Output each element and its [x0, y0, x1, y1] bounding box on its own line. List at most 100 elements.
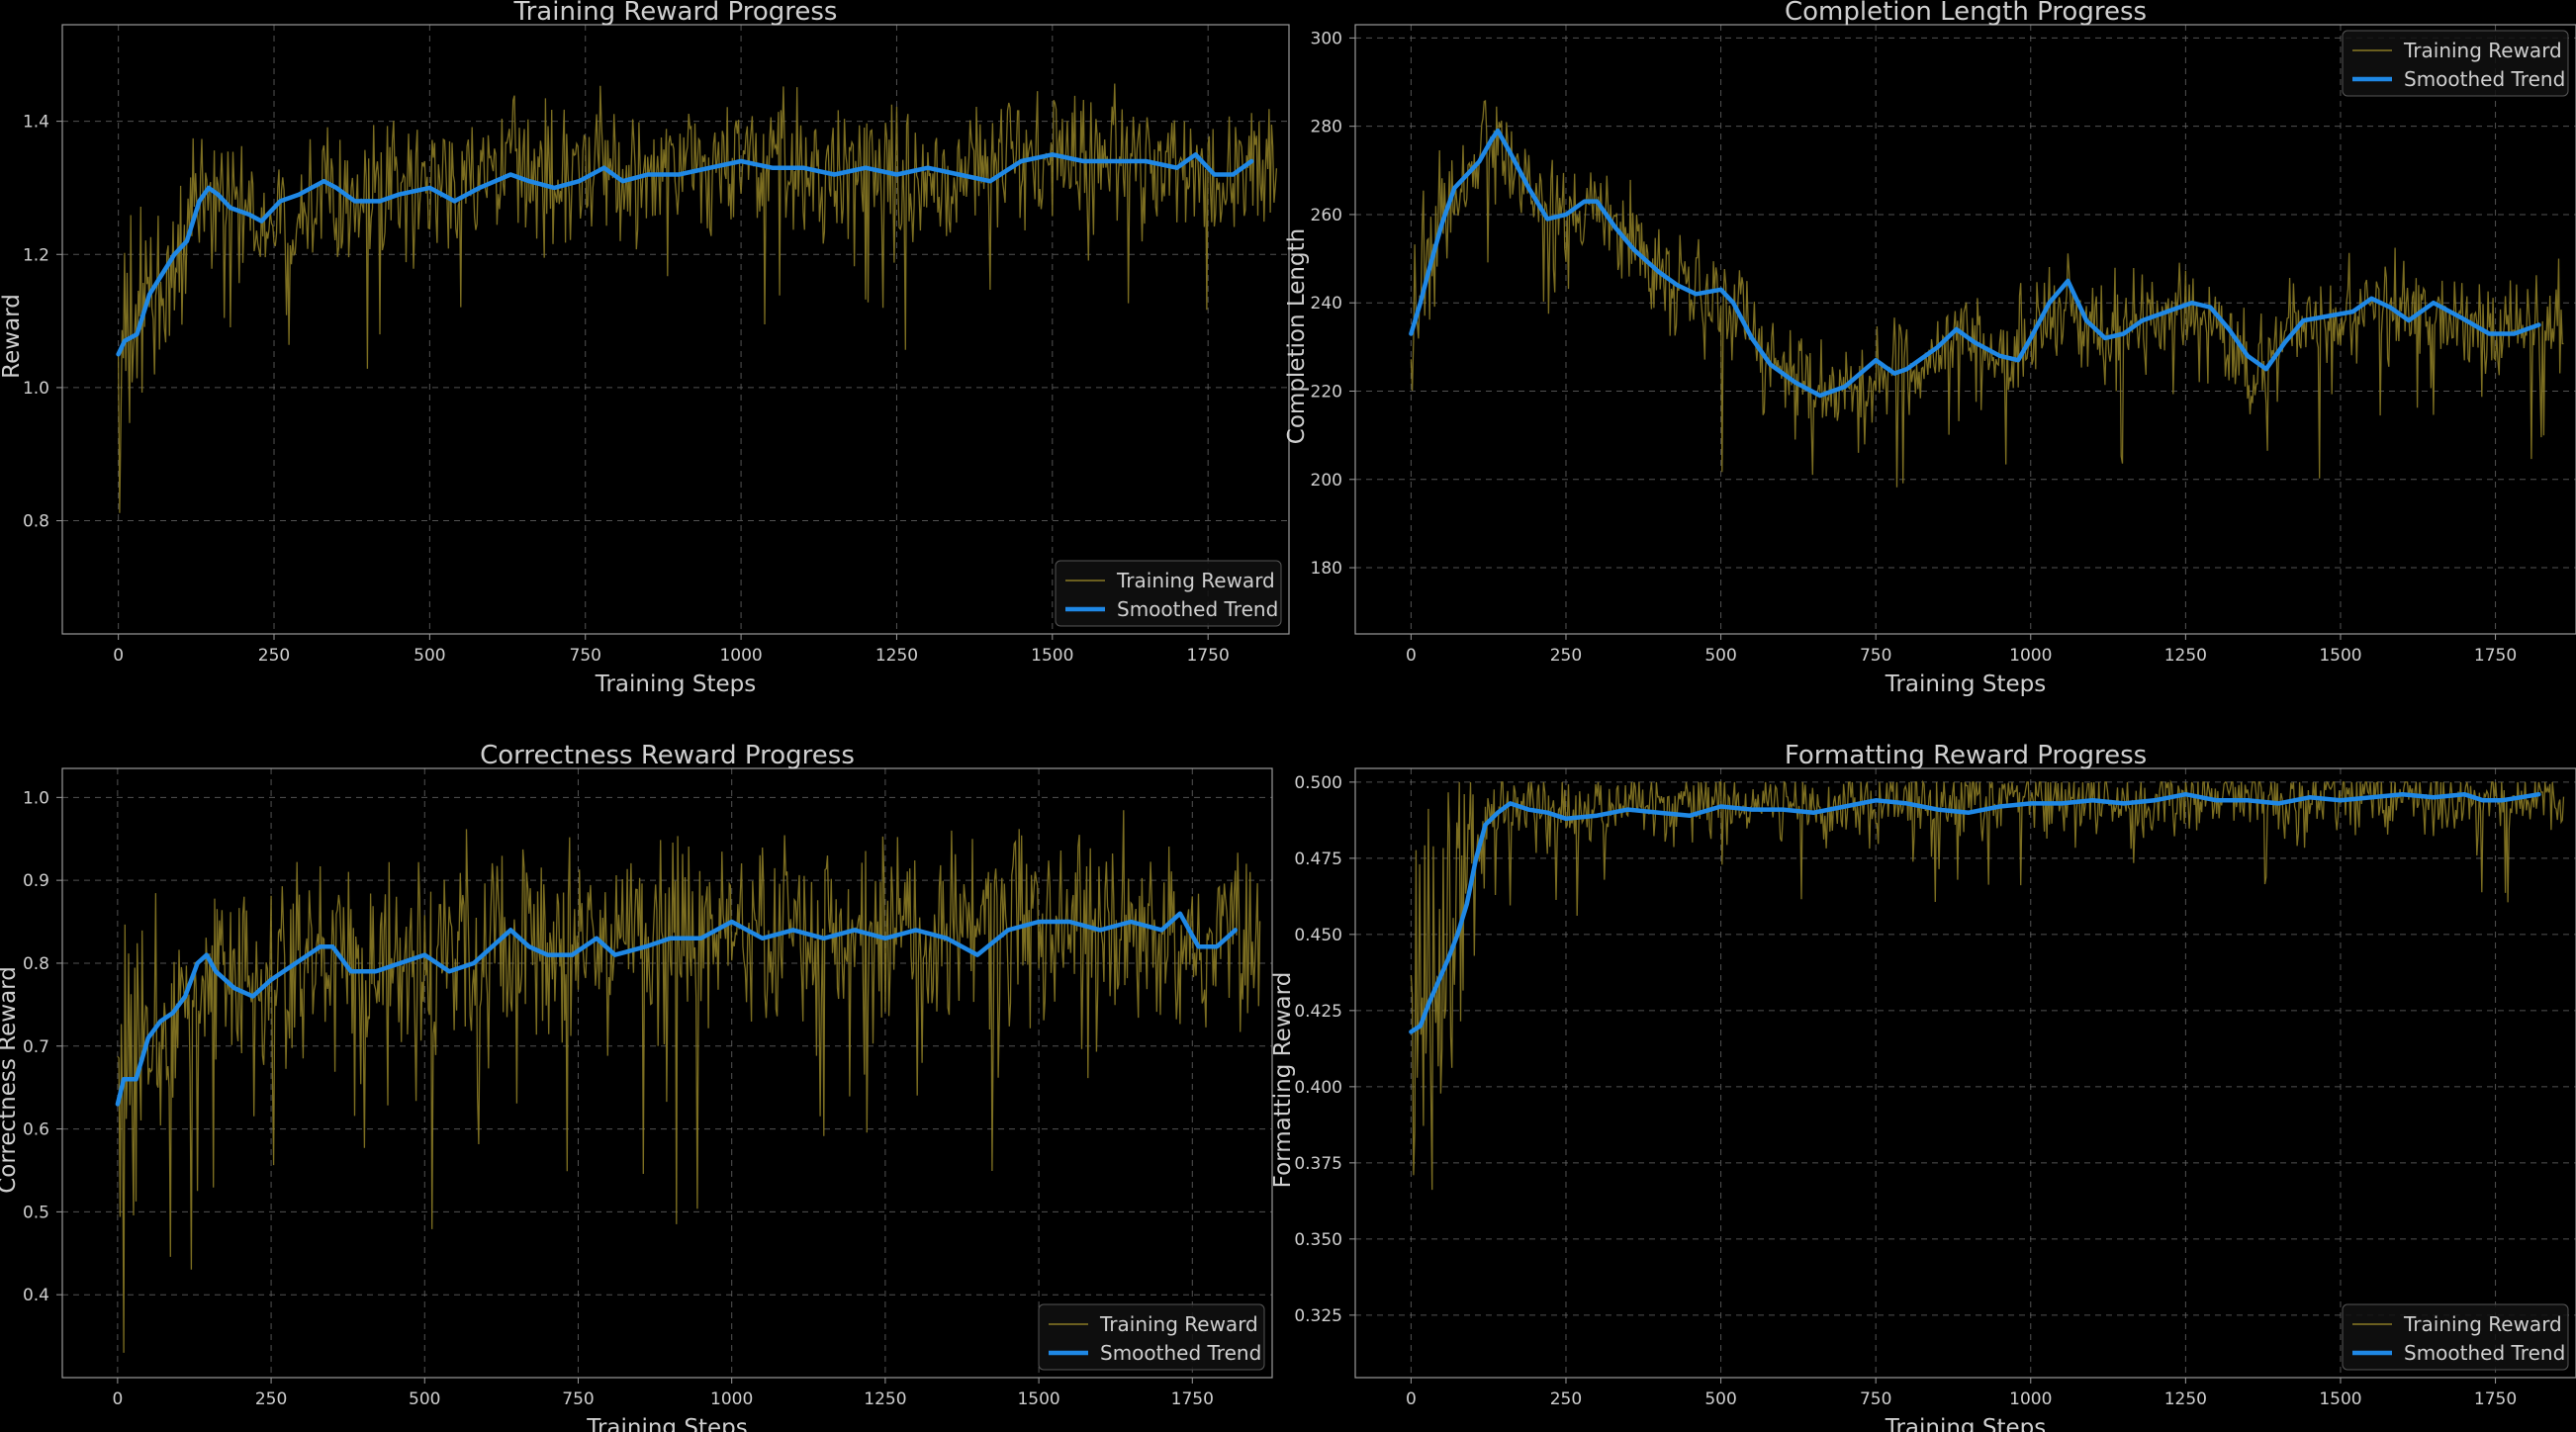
x-tick-label: 250 [1550, 1389, 1582, 1409]
legend-box [2342, 1303, 2569, 1371]
x-tick-label: 1250 [2164, 646, 2207, 666]
x-tick-label: 1250 [864, 1389, 906, 1409]
legend: Training Reward Smoothed Trend [2342, 1303, 2569, 1371]
y-tick-label: 1.0 [23, 788, 49, 808]
x-tick-label: 1000 [2009, 1389, 2052, 1409]
legend-box [1055, 560, 1282, 627]
grid [62, 25, 1289, 634]
x-tick-label: 1250 [2164, 1389, 2207, 1409]
x-tick-label: 1000 [719, 646, 762, 666]
y-axis-label: Reward [0, 294, 25, 379]
y-tick-label: 220 [1311, 382, 1342, 402]
y-tick-label: 180 [1311, 559, 1342, 579]
series-training-reward [1410, 779, 2565, 1191]
x-tick-label: 1500 [1031, 646, 1073, 666]
x-axis-label: Training Steps [595, 671, 756, 697]
y-tick-label: 0.425 [1294, 1002, 1342, 1022]
y-tick-label: 260 [1311, 206, 1342, 225]
x-tick-label: 1750 [1171, 1389, 1214, 1409]
chart-title: Training Reward Progress [513, 0, 838, 27]
legend-box [1038, 1303, 1265, 1371]
y-tick-label: 200 [1311, 471, 1342, 491]
plot-frame [1354, 767, 2576, 1379]
chart-panel-2: 0 250 500 750 1000 1250 1500 1750 180 200 220 240 26… [1284, 0, 2576, 697]
x-tick-label: 500 [414, 646, 445, 666]
x-tick-label: 250 [258, 646, 290, 666]
x-tick-label: 0 [1406, 1389, 1417, 1409]
legend: Training Reward Smoothed Trend [1055, 560, 1282, 627]
y-tick-label: 0.8 [23, 954, 49, 974]
y-tick-label: 0.4 [23, 1286, 49, 1305]
y-tick-label: 1.4 [23, 113, 49, 133]
legend-label: Training Reward [2403, 1312, 2562, 1336]
series-smoothed-trend [116, 152, 1254, 357]
legend: Training Reward Smoothed Trend [2342, 30, 2569, 97]
x-tick-label: 1500 [1017, 1389, 1059, 1409]
grid [62, 768, 1272, 1378]
y-tick-label: 0.325 [1294, 1306, 1342, 1326]
x-tick-label: 0 [112, 1389, 123, 1409]
legend-label: Smoothed Trend [1100, 1341, 1261, 1365]
y-tick-label: 1.2 [23, 245, 49, 265]
legend-label: Smoothed Trend [2404, 1341, 2565, 1365]
y-tick-label: 0.9 [23, 871, 49, 891]
y-axis-label: Completion Length [1284, 228, 1310, 444]
x-tick-label: 1000 [2009, 646, 2052, 666]
x-tick-label: 0 [1406, 646, 1417, 666]
y-tick-label: 240 [1311, 294, 1342, 313]
y-tick-label: 0.8 [23, 512, 49, 532]
y-tick-label: 0.400 [1294, 1078, 1342, 1098]
y-tick-label: 0.450 [1294, 926, 1342, 945]
x-tick-label: 750 [562, 1389, 594, 1409]
x-tick-label: 1750 [2474, 646, 2517, 666]
y-tick-label: 0.6 [23, 1120, 49, 1140]
plot-frame [61, 24, 1290, 635]
y-tick-label: 0.7 [23, 1037, 49, 1057]
x-tick-label: 750 [1860, 646, 1891, 666]
x-tick-label: 1750 [1187, 646, 1230, 666]
chart-title: Formatting Reward Progress [1785, 741, 2147, 770]
y-tick-label: 300 [1311, 29, 1342, 48]
legend-label: Training Reward [2403, 39, 2562, 62]
chart-title: Completion Length Progress [1785, 0, 2147, 27]
chart-title: Correctness Reward Progress [480, 741, 855, 770]
x-tick-label: 1000 [710, 1389, 753, 1409]
x-tick-label: 750 [1860, 1389, 1891, 1409]
legend-label: Training Reward [1099, 1312, 1258, 1336]
legend-label: Smoothed Trend [2404, 67, 2565, 91]
x-axis-label: Training Steps [1885, 1415, 2046, 1432]
y-tick-label: 0.475 [1294, 850, 1342, 869]
series-smoothed-trend [115, 911, 1239, 1107]
x-tick-label: 0 [113, 646, 124, 666]
plot-frame [1354, 24, 2576, 635]
x-tick-label: 1500 [2319, 1389, 2361, 1409]
legend-box [2342, 30, 2569, 97]
x-tick-label: 500 [1704, 1389, 1736, 1409]
y-tick-label: 1.0 [23, 379, 49, 399]
series-training-reward [117, 83, 1278, 513]
legend-label: Smoothed Trend [1117, 597, 1278, 621]
x-tick-label: 1250 [875, 646, 918, 666]
x-tick-label: 500 [409, 1389, 440, 1409]
x-tick-label: 1750 [2474, 1389, 2517, 1409]
x-axis-label: Training Steps [586, 1415, 747, 1432]
plot-frame [61, 767, 1273, 1379]
x-tick-label: 1500 [2319, 646, 2361, 666]
y-axis-label: Correctness Reward [0, 966, 21, 1194]
x-tick-label: 750 [570, 646, 601, 666]
x-tick-label: 250 [255, 1389, 287, 1409]
y-axis-label: Formatting Reward [1270, 972, 1296, 1189]
x-axis-label: Training Steps [1885, 671, 2046, 697]
series-training-reward [117, 810, 1261, 1353]
x-tick-label: 250 [1550, 646, 1582, 666]
chart-panel-1: 0 250 500 750 1000 1250 1500 1750 0.8 1.0 1.2 1.4 Tr… [0, 0, 1290, 697]
y-tick-label: 0.375 [1294, 1154, 1342, 1174]
series-smoothed-trend [1409, 791, 2541, 1034]
y-tick-label: 0.350 [1294, 1230, 1342, 1250]
x-tick-label: 500 [1704, 646, 1736, 666]
legend: Training Reward Smoothed Trend [1038, 1303, 1265, 1371]
chart-panel-4: 0 250 500 750 1000 1250 1500 1750 0.325 0.350 0.37… [1270, 741, 2576, 1432]
y-tick-label: 280 [1311, 118, 1342, 137]
